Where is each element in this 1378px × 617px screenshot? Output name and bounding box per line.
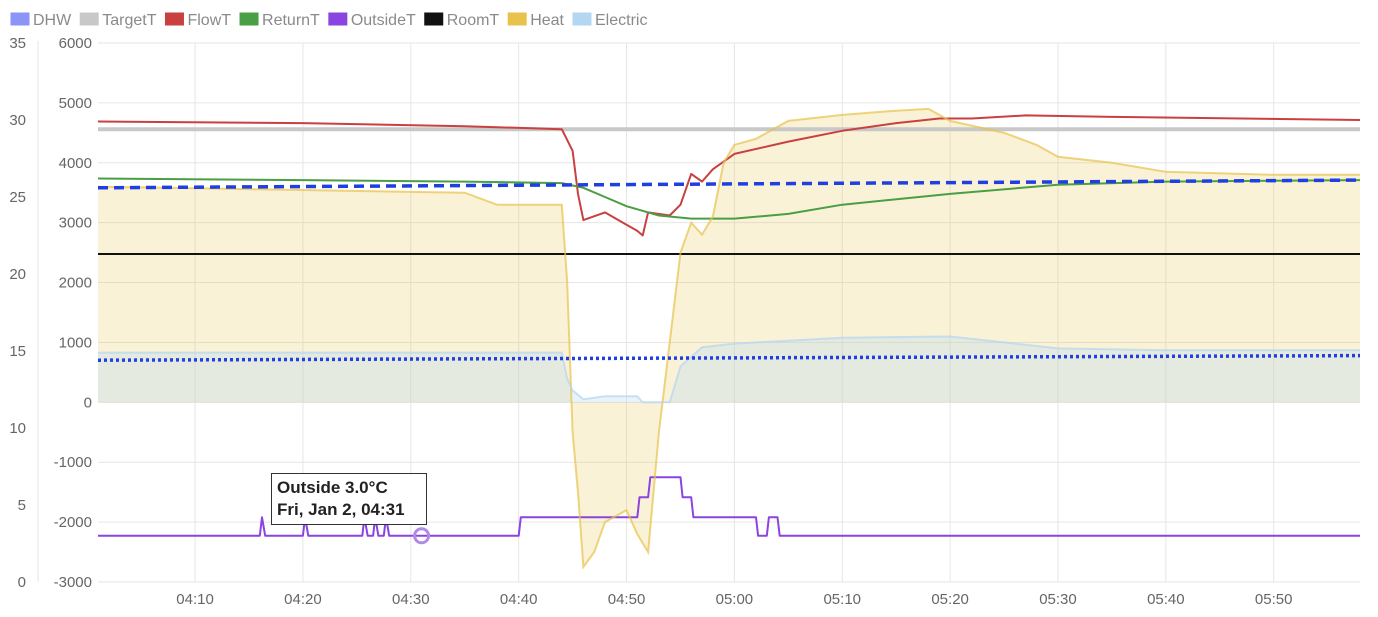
x-tick-label: 05:00: [716, 591, 754, 608]
tooltip: Outside 3.0°C Fri, Jan 2, 04:31: [271, 473, 427, 525]
temperature-tick-label: 5: [18, 497, 26, 514]
legend-label-dhw[interactable]: DHW: [33, 12, 72, 29]
legend-swatch-flowt[interactable]: [163, 11, 185, 27]
x-tick-label: 05:30: [1039, 591, 1077, 608]
temperature-tick-label: 20: [9, 266, 26, 283]
legend-label-electric[interactable]: Electric: [595, 12, 647, 29]
power-tick-label: -1000: [54, 454, 92, 471]
power-tick-label: 1000: [59, 334, 92, 351]
temperature-tick-label: 30: [9, 112, 26, 129]
x-tick-label: 05:10: [823, 591, 861, 608]
x-tick-label: 05:40: [1147, 591, 1185, 608]
legend-swatch-dhw[interactable]: [9, 11, 31, 27]
tooltip-line-2: Fri, Jan 2, 04:31: [277, 500, 405, 519]
reference-9-line: [97, 353, 1361, 362]
x-tick-label: 04:30: [392, 591, 430, 608]
legend-label-outsidet[interactable]: OutsideT: [351, 12, 416, 29]
x-tick-label: 05:20: [931, 591, 969, 608]
temperature-tick-label: 25: [9, 189, 26, 206]
legend-swatch-electric[interactable]: [571, 11, 593, 27]
temperature-tick-label: 0: [18, 574, 26, 591]
legend-swatch-outsidet[interactable]: [327, 11, 349, 27]
x-tick-label: 04:50: [608, 591, 646, 608]
heat-area: [98, 108, 1360, 568]
x-tick-label: 04:20: [284, 591, 322, 608]
temperature-tick-label: 15: [9, 343, 26, 360]
hover-point-marker: [413, 527, 431, 545]
power-tick-label: 6000: [59, 35, 92, 52]
power-tick-label: 3000: [59, 215, 92, 232]
flowt-line: [97, 114, 1361, 237]
legend-label-heat[interactable]: Heat: [530, 12, 564, 29]
legend-label-targett[interactable]: TargetT: [102, 12, 156, 29]
legend-swatch-targett[interactable]: [78, 11, 100, 27]
x-tick-label: 04:40: [500, 591, 538, 608]
electric-line: [98, 335, 1360, 404]
power-tick-label: -2000: [54, 514, 92, 531]
grid: [98, 42, 1360, 583]
power-tick-label: 0: [84, 394, 92, 411]
returnt-line: [97, 177, 1361, 220]
hover-marker: [413, 527, 431, 545]
legend-swatch-roomt[interactable]: [423, 11, 445, 27]
legend-label-returnt[interactable]: ReturnT: [262, 12, 320, 29]
series-lines: [97, 107, 1361, 570]
power-tick-label: -3000: [54, 574, 92, 591]
reference-8-line: [97, 178, 1361, 190]
legend[interactable]: DHW TargetT FlowT ReturnT OutsideT RoomT Heat E…: [9, 11, 647, 29]
x-tick-label: 05:50: [1255, 591, 1293, 608]
power-tick-label: 5000: [59, 95, 92, 112]
power-tick-label: 2000: [59, 275, 92, 292]
temperature-tick-label: 10: [9, 420, 26, 437]
power-tick-label: 4000: [59, 155, 92, 172]
tooltip-line-1: Outside 3.0°C: [277, 478, 388, 497]
legend-swatch-returnt[interactable]: [238, 11, 260, 27]
legend-label-roomt[interactable]: RoomT: [447, 12, 500, 29]
legend-label-flowt[interactable]: FlowT: [187, 12, 231, 29]
temperature-tick-label: 35: [9, 35, 26, 52]
x-tick-label: 04:10: [176, 591, 214, 608]
axes: 04:10 04:20 04:30 04:40 04:50 05:00 05:10 05:20…: [9, 35, 1292, 608]
legend-swatch-heat[interactable]: [506, 11, 528, 27]
heat-line: [97, 107, 1360, 570]
